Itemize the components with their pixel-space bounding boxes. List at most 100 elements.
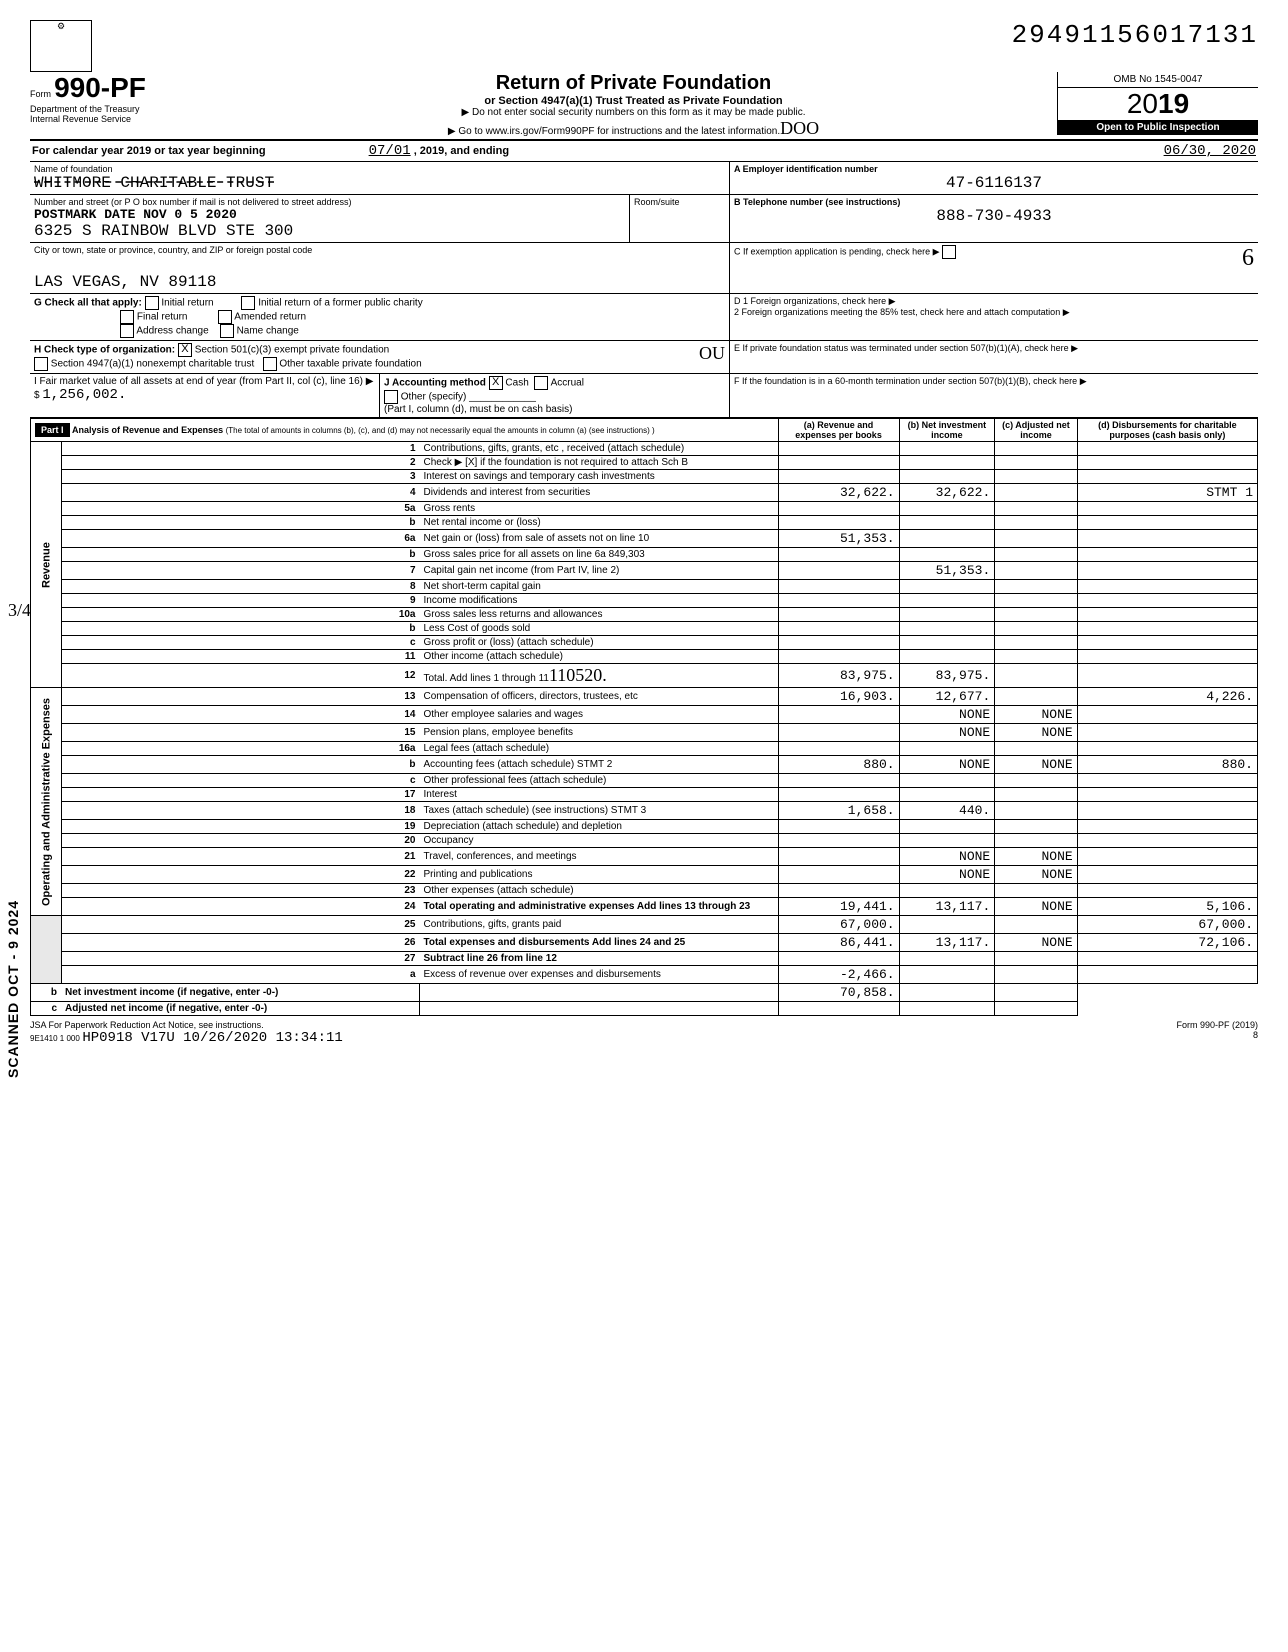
col-c-val xyxy=(995,594,1077,608)
col-a-val xyxy=(778,866,899,884)
col-c-val xyxy=(995,834,1077,848)
table-row: 5aGross rents xyxy=(31,502,1258,516)
h-label: H Check type of organization: xyxy=(34,345,175,356)
row-number: 6a xyxy=(61,530,420,548)
col-d-val xyxy=(1077,562,1257,580)
col-b-val: NONE xyxy=(899,724,995,742)
col-c-val xyxy=(995,580,1077,594)
row-number: 23 xyxy=(61,884,420,898)
col-c: (c) Adjusted net income xyxy=(995,419,1077,442)
col-d-val xyxy=(1077,966,1257,984)
h1-check[interactable]: X xyxy=(178,343,192,357)
col-d-val xyxy=(1077,884,1257,898)
row-number: 12 xyxy=(61,664,420,688)
col-c-val xyxy=(995,650,1077,664)
table-row: 21Travel, conferences, and meetingsNONEN… xyxy=(31,848,1258,866)
col-c-val xyxy=(995,456,1077,470)
footer-code: 9E1410 1 000 xyxy=(30,1034,80,1043)
col-b-val xyxy=(899,502,995,516)
period-end: 06/30, 2020 xyxy=(1164,143,1256,159)
col-a-val xyxy=(778,834,899,848)
table-row: 19Depreciation (attach schedule) and dep… xyxy=(31,820,1258,834)
col-a-val xyxy=(420,984,779,1002)
col-a-val: 880. xyxy=(778,756,899,774)
row-number: b xyxy=(31,984,62,1002)
col-b-val xyxy=(899,788,995,802)
col-d-val xyxy=(1077,664,1257,688)
col-a-val xyxy=(778,594,899,608)
col-b-val xyxy=(899,916,995,934)
col-b-val xyxy=(899,966,995,984)
g-final: Final return xyxy=(137,312,188,323)
row-number: 4 xyxy=(61,484,420,502)
row-desc: Accounting fees (attach schedule) STMT 2 xyxy=(420,756,779,774)
row-number: b xyxy=(61,756,420,774)
row-desc: Check ▶ [X] if the foundation is not req… xyxy=(420,456,779,470)
col-c-val xyxy=(995,516,1077,530)
footer-stamp: HP0918 V17U 10/26/2020 13:34:11 xyxy=(82,1030,342,1046)
part1-header: Part I xyxy=(35,423,70,437)
table-row: 2Check ▶ [X] if the foundation is not re… xyxy=(31,456,1258,470)
city: LAS VEGAS, NV 89118 xyxy=(34,273,725,291)
j-cash: Cash xyxy=(505,378,528,389)
row-desc: Gross profit or (loss) (attach schedule) xyxy=(420,636,779,650)
row-number: 11 xyxy=(61,650,420,664)
row-desc: Net short-term capital gain xyxy=(420,580,779,594)
row-desc: Interest xyxy=(420,788,779,802)
col-a-val xyxy=(778,788,899,802)
row-number: 26 xyxy=(61,934,420,952)
row-number: 21 xyxy=(61,848,420,866)
j-cash-check[interactable]: X xyxy=(489,376,503,390)
table-row: bNet investment income (if negative, ent… xyxy=(31,984,1258,1002)
col-c-val xyxy=(995,636,1077,650)
table-row: 3Interest on savings and temporary cash … xyxy=(31,470,1258,484)
period-begin: 07/01 xyxy=(369,143,411,159)
col-b-val: 32,622. xyxy=(899,484,995,502)
col-d-val: 72,106. xyxy=(1077,934,1257,952)
j-accrual: Accrual xyxy=(551,378,584,389)
col-d-val xyxy=(1077,516,1257,530)
table-row: cOther professional fees (attach schedul… xyxy=(31,774,1258,788)
col-d-val xyxy=(1077,820,1257,834)
col-a-val xyxy=(778,650,899,664)
col-a-val: 86,441. xyxy=(778,934,899,952)
row-desc: Other employee salaries and wages xyxy=(420,706,779,724)
col-c-val xyxy=(995,884,1077,898)
row-desc: Subtract line 26 from line 12 xyxy=(420,952,779,966)
col-c-val xyxy=(995,664,1077,688)
col-a-val: 32,622. xyxy=(778,484,899,502)
row-number: 27 xyxy=(61,952,420,966)
period-label: For calendar year 2019 or tax year begin… xyxy=(32,145,266,157)
col-a-val xyxy=(778,516,899,530)
col-d-val xyxy=(1077,650,1257,664)
row-desc: Income modifications xyxy=(420,594,779,608)
row-number: 14 xyxy=(61,706,420,724)
col-d-val xyxy=(1077,456,1257,470)
g-amended: Amended return xyxy=(234,312,306,323)
table-row: aExcess of revenue over expenses and dis… xyxy=(31,966,1258,984)
street: 6325 S RAINBOW BLVD STE 300 xyxy=(34,222,625,240)
col-d-val xyxy=(1077,622,1257,636)
col-c-val xyxy=(995,470,1077,484)
col-b-val xyxy=(899,608,995,622)
h2: Section 4947(a)(1) nonexempt charitable … xyxy=(51,359,254,370)
col-c-val xyxy=(995,442,1077,456)
part1-note: (The total of amounts in columns (b), (c… xyxy=(226,426,655,435)
table-row: Revenue1Contributions, gifts, grants, et… xyxy=(31,442,1258,456)
row-number: 18 xyxy=(61,802,420,820)
g-addr: Address change xyxy=(136,326,208,337)
row-desc: Other expenses (attach schedule) xyxy=(420,884,779,898)
col-b-val: NONE xyxy=(899,706,995,724)
row-desc: Gross sales price for all assets on line… xyxy=(420,548,779,562)
form-title-block: Return of Private Foundation or Section … xyxy=(210,72,1057,139)
table-row: bLess Cost of goods sold xyxy=(31,622,1258,636)
col-a-val xyxy=(420,1002,779,1016)
table-row: 8Net short-term capital gain xyxy=(31,580,1258,594)
g-name: Name change xyxy=(237,326,299,337)
row-desc: Net rental income or (loss) xyxy=(420,516,779,530)
col-b-val: 13,117. xyxy=(899,934,995,952)
col-b-val xyxy=(899,774,995,788)
col-d-val xyxy=(1077,802,1257,820)
scanned-stamp: SCANNED OCT - 9 2024 xyxy=(5,900,21,1078)
col-d-val xyxy=(1077,834,1257,848)
